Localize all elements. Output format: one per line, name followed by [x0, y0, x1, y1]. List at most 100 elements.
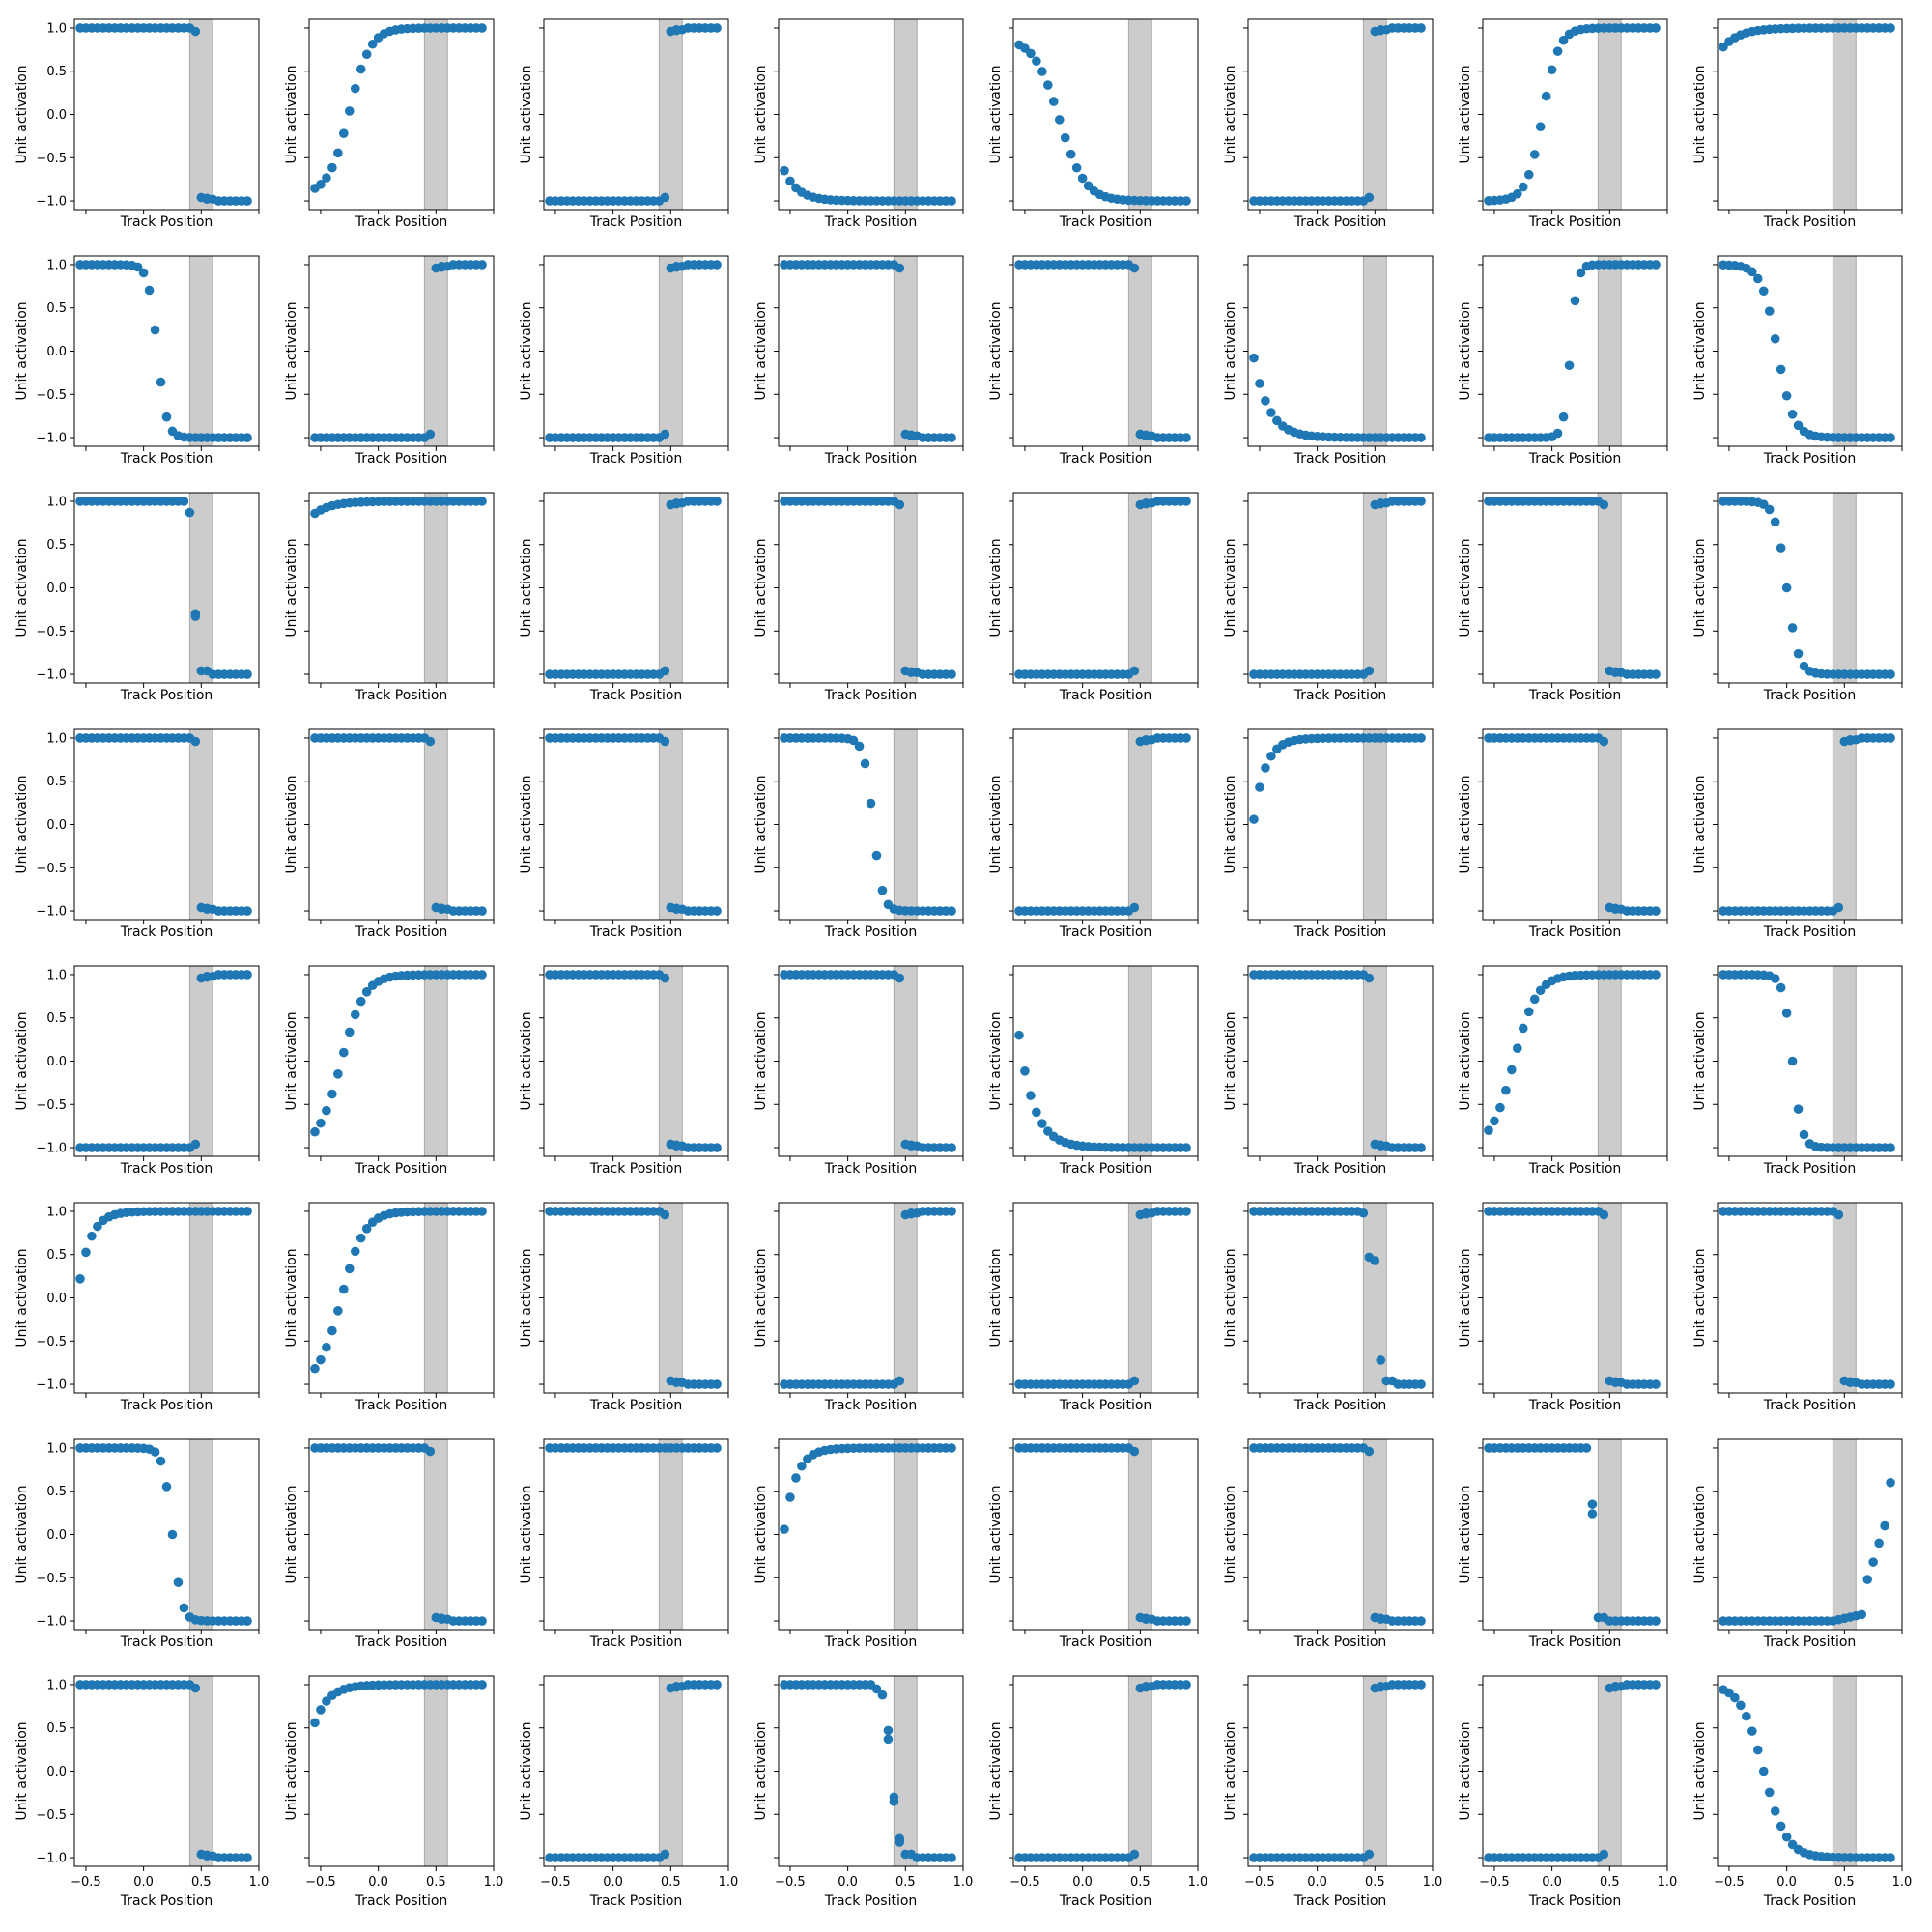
x-tick-label: 0.0: [1776, 1875, 1797, 1889]
axes-frame: [778, 1438, 964, 1631]
data-point: [1747, 1726, 1757, 1736]
subplot-r4-c1: −1.0 −0.5 0.0 0.5 1.0 Track Position Unit acti…: [14, 728, 260, 940]
data-point: [947, 1207, 956, 1216]
data-point: [671, 1140, 682, 1151]
y-axis-label: Unit activation: [753, 775, 769, 873]
axes-frame: [543, 1675, 729, 1867]
axes-frame: [308, 965, 495, 1157]
y-axis-label: Unit activation: [753, 1721, 769, 1820]
shaded-region: [893, 18, 918, 211]
y-tick-label: −1.0: [36, 1852, 67, 1866]
subplot-r3-c4: Track Position Unit activation: [753, 492, 964, 703]
data-point: [1781, 582, 1792, 593]
data-point: [1037, 1119, 1047, 1128]
data-point: [1416, 1616, 1426, 1626]
subplot-r2-c8: Track Position Unit activation: [1692, 255, 1903, 467]
data-point: [1376, 25, 1386, 36]
x-axis-label: Track Position: [1528, 214, 1622, 230]
y-axis-label: Unit activation: [988, 538, 1004, 637]
data-point: [1261, 396, 1270, 406]
data-point: [712, 1680, 722, 1690]
y-axis-label: Unit activation: [14, 538, 30, 637]
axes-frame: [1717, 492, 1903, 684]
shaded-region: [1127, 965, 1152, 1157]
data-point: [1060, 132, 1070, 143]
data-point: [185, 507, 195, 518]
data-point: [1776, 543, 1786, 553]
data-point: [425, 1446, 436, 1457]
axes-frame: [308, 1202, 495, 1394]
shaded-region: [893, 728, 918, 921]
data-point: [138, 268, 149, 278]
data-point: [877, 885, 888, 895]
data-point: [1495, 1102, 1505, 1113]
data-point: [361, 1224, 372, 1234]
shaded-region: [1597, 492, 1622, 684]
data-point: [344, 106, 355, 116]
x-axis-label: Track Position: [1763, 451, 1857, 467]
shaded-region: [893, 1202, 918, 1394]
data-point: [660, 973, 670, 983]
axes-frame: [308, 1438, 495, 1631]
axes-frame: [543, 255, 729, 447]
x-tick-label: −0.5: [305, 1875, 336, 1889]
y-axis-label: Unit activation: [988, 1248, 1004, 1347]
shaded-region: [658, 1202, 683, 1394]
subplot-r8-c7: −0.5 0.0 0.5 1.0 Track Position Unit activati…: [1458, 1675, 1677, 1909]
data-point: [344, 1027, 355, 1037]
data-point: [1129, 902, 1140, 913]
subplot-r6-c8: Track Position Unit activation: [1692, 1202, 1903, 1413]
subplot-r2-c2: Track Position Unit activation: [284, 255, 495, 467]
axes-frame: [1482, 728, 1668, 921]
data-point: [1181, 1143, 1191, 1152]
data-point: [895, 263, 905, 273]
subplot-r3-c5: Track Position Unit activation: [988, 492, 1199, 703]
y-axis-label: Unit activation: [14, 1485, 30, 1583]
data-point: [242, 433, 252, 442]
data-point: [173, 1577, 184, 1587]
shaded-region: [1597, 18, 1622, 211]
shaded-region: [1597, 1202, 1622, 1394]
data-point: [854, 741, 865, 752]
y-axis-label: Unit activation: [1223, 1248, 1238, 1347]
x-axis-label: Track Position: [824, 1893, 918, 1909]
data-point: [1032, 56, 1041, 67]
y-tick-label: −1.0: [36, 905, 67, 920]
y-axis-label: Unit activation: [284, 1721, 299, 1820]
data-point: [190, 1139, 201, 1150]
x-axis-label: Track Position: [1763, 214, 1857, 230]
x-tick-label: 1.0: [953, 1875, 974, 1889]
data-point: [327, 1089, 337, 1099]
data-point: [906, 667, 917, 677]
data-point: [327, 1325, 337, 1336]
axes-frame: [1012, 18, 1199, 211]
subplot-r3-c3: Track Position Unit activation: [519, 492, 729, 703]
subplot-r5-c3: Track Position Unit activation: [519, 965, 729, 1177]
shaded-region: [1597, 965, 1622, 1157]
data-point: [202, 903, 213, 914]
subplot-r2-c7: Track Position Unit activation: [1458, 255, 1668, 467]
x-tick-label: 0.5: [1365, 1875, 1385, 1889]
shaded-region: [1127, 1438, 1152, 1631]
data-point: [350, 1009, 360, 1020]
data-point: [1181, 1680, 1191, 1690]
data-point: [1541, 91, 1551, 101]
data-point: [1742, 1711, 1751, 1721]
data-point: [1833, 1209, 1844, 1220]
x-axis-label: Track Position: [120, 688, 213, 703]
data-point: [1558, 35, 1569, 45]
x-tick-label: 1.0: [484, 1875, 504, 1889]
data-point: [1845, 1377, 1856, 1387]
axes-frame: [1482, 1675, 1668, 1867]
y-axis-label: Unit activation: [519, 775, 534, 873]
x-axis-label: Track Position: [589, 214, 683, 230]
x-axis-label: Track Position: [589, 924, 683, 940]
data-point: [1077, 173, 1088, 184]
data-point: [167, 1529, 178, 1540]
data-point: [202, 193, 213, 204]
data-point: [1730, 1692, 1740, 1703]
shaded-region: [423, 18, 448, 211]
axes-frame: [543, 492, 729, 684]
y-tick-label: 1.0: [46, 1678, 67, 1692]
